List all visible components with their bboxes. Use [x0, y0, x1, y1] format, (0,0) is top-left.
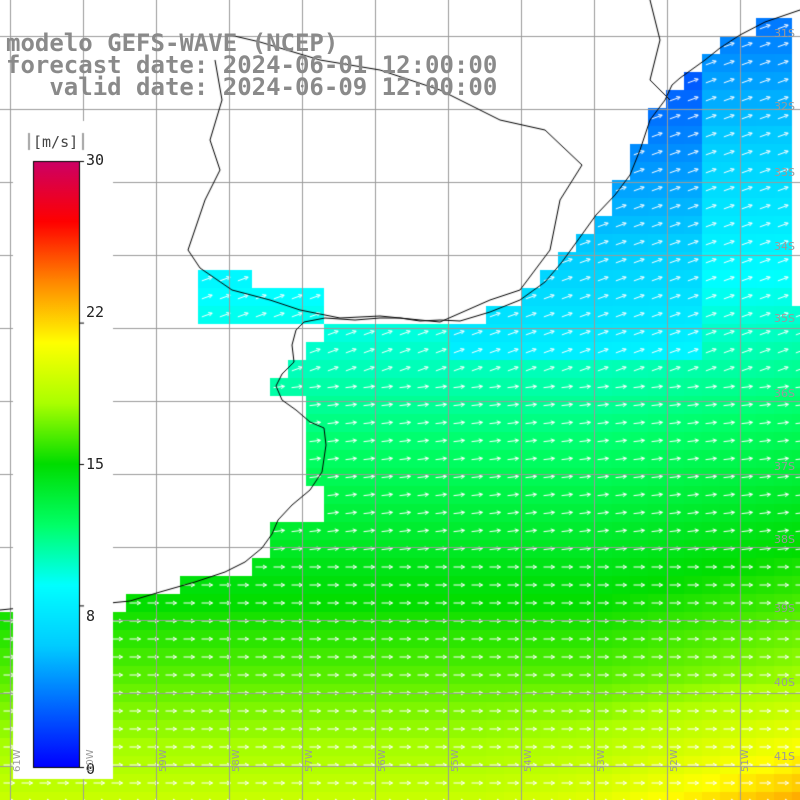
- lat-label-34s: 34S: [774, 240, 795, 253]
- title-valid-date: valid date: 2024-06-09 12:00:00: [6, 73, 498, 101]
- lon-label-52w: 52W: [669, 749, 680, 772]
- title-forecast-date: forecast date: 2024-06-01 12:00:00: [6, 51, 498, 79]
- lon-label-57w: 57W: [304, 749, 315, 772]
- lat-label-40s: 40S: [774, 676, 795, 689]
- colorbar-tick-30: 30: [86, 151, 105, 169]
- lat-label-37s: 37S: [774, 460, 795, 473]
- lon-label-61w: 61W: [12, 749, 23, 772]
- lon-label-54w: 54W: [523, 749, 534, 772]
- lon-label-58w: 58W: [231, 749, 242, 772]
- colorbar-tick-22: 22: [86, 303, 105, 321]
- colorbar-tick-0: 0: [86, 760, 96, 778]
- lat-label-32s: 32S: [774, 100, 795, 113]
- lat-label-39s: 39S: [774, 602, 795, 615]
- lon-label-56w: 56W: [377, 749, 388, 772]
- lon-label-51w: 51W: [740, 749, 751, 772]
- lat-label-36s: 36S: [774, 387, 795, 400]
- lat-label-33s: 33S: [774, 166, 795, 179]
- lon-label-59w: 59W: [158, 749, 169, 772]
- colorbar-tick-8: 8: [86, 607, 96, 625]
- lat-label-38s: 38S: [774, 533, 795, 546]
- title-model: modelo GEFS-WAVE (NCEP): [6, 29, 339, 57]
- lat-label-41s: 41S: [774, 750, 795, 763]
- colorbar-tick-15: 15: [86, 455, 105, 473]
- lon-label-60w: 60W: [85, 749, 96, 772]
- lon-label-53w: 53W: [596, 749, 607, 772]
- lat-label-31s: 31S: [774, 27, 795, 40]
- colorbar-unit: [m/s]: [33, 133, 79, 151]
- lat-label-35s: 35S: [774, 312, 795, 325]
- lon-label-55w: 55W: [450, 749, 461, 772]
